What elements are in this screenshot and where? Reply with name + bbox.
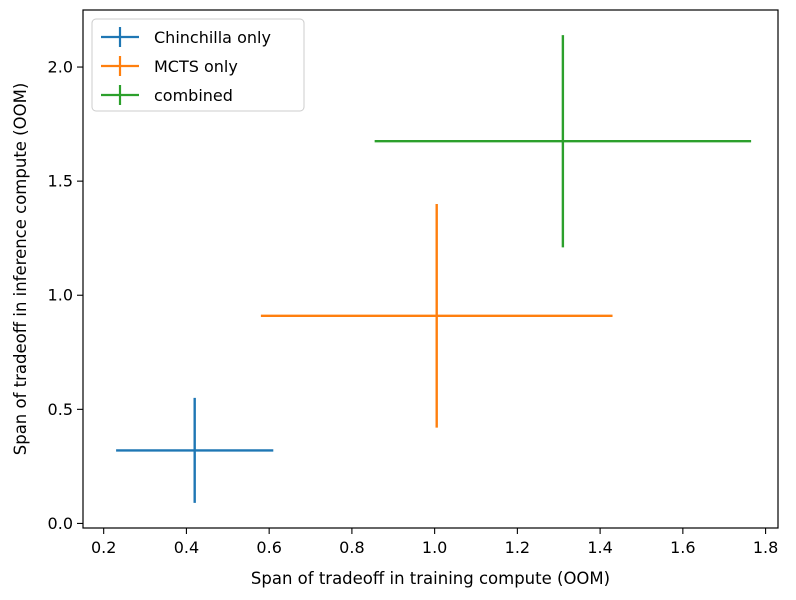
legend-label-combined: combined (154, 86, 233, 105)
x-tick-label: 0.6 (256, 538, 281, 557)
y-tick-label: 1.0 (48, 286, 73, 305)
legend-label-mcts-only: MCTS only (154, 57, 238, 76)
x-tick-label: 1.6 (670, 538, 695, 557)
axis-ticks: 0.2 0.4 0.6 0.8 1.0 1.2 1.4 1.6 1.8 0.0 0.5 1.0 1.5 2… (48, 58, 779, 557)
legend: Chinchilla only MCTS only combined (91, 18, 305, 112)
legend-label-chinchilla-only: Chinchilla only (154, 28, 271, 47)
x-tick-label: 1.0 (422, 538, 447, 557)
y-axis-label: Span of tradeoff in inference compute (O… (11, 83, 30, 456)
x-tick-label: 1.2 (505, 538, 530, 557)
axes-frame (82, 9, 779, 529)
y-tick-label: 0.5 (48, 400, 73, 419)
x-tick-label: 0.4 (174, 538, 199, 557)
y-tick-label: 0.0 (48, 514, 73, 533)
x-axis-label: Span of tradeoff in training compute (OO… (251, 569, 610, 588)
x-tick-label: 1.4 (587, 538, 612, 557)
legend-box (91, 18, 305, 112)
plot-area (116, 35, 752, 503)
x-tick-label: 0.8 (339, 538, 364, 557)
x-tick-label: 1.8 (753, 538, 778, 557)
y-tick-label: 1.5 (48, 172, 73, 191)
y-tick-label: 2.0 (48, 58, 73, 77)
x-tick-label: 0.2 (91, 538, 116, 557)
